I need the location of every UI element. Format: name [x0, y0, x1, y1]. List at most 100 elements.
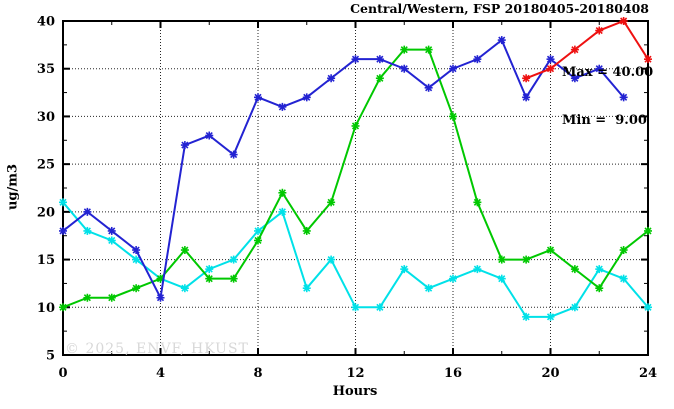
red-series-marker — [546, 64, 555, 73]
cyan-series-marker — [473, 265, 482, 274]
green-series-marker — [107, 293, 116, 302]
blue-series-marker — [424, 83, 433, 92]
green-series-marker — [327, 198, 336, 207]
blue-series-marker — [522, 93, 531, 102]
y-tick-label: 10 — [37, 301, 55, 316]
x-tick-label: 24 — [639, 366, 657, 381]
cyan-series-marker — [546, 312, 555, 321]
blue-series-line — [62, 38, 625, 301]
cyan-series-marker — [327, 255, 336, 264]
green-series-marker — [205, 274, 214, 283]
green-series-marker — [473, 198, 482, 207]
cyan-series-marker — [449, 274, 457, 283]
green-series-marker — [351, 121, 360, 130]
cyan-series-marker — [375, 303, 384, 312]
green-series-marker — [497, 255, 506, 264]
blue-series-marker — [278, 102, 287, 111]
cyan-series-marker — [229, 255, 238, 264]
green-series-marker — [400, 45, 409, 54]
min-annotation: Min = 9.00 — [562, 113, 647, 128]
y-axis-label: ug/m3 — [5, 163, 21, 211]
x-tick-label: 8 — [253, 366, 262, 381]
blue-series-marker — [497, 36, 506, 45]
blue-series-marker — [59, 226, 67, 235]
x-tick-label: 12 — [346, 366, 364, 381]
cyan-series-marker — [497, 274, 506, 283]
cyan-series-marker — [132, 255, 141, 264]
blue-series-marker — [180, 141, 189, 150]
red-series-marker — [522, 74, 531, 83]
blue-series-marker — [254, 93, 262, 102]
blue-series-marker — [619, 93, 628, 102]
green-series-marker — [132, 284, 141, 293]
blue-series-marker — [375, 55, 384, 64]
red-series-line — [525, 19, 649, 80]
cyan-series-marker — [254, 226, 262, 235]
green-series-marker — [644, 226, 652, 235]
cyan-series-marker — [400, 265, 409, 274]
green-series-line — [62, 48, 649, 309]
blue-series-marker — [570, 74, 579, 83]
blue-series-marker — [400, 64, 409, 73]
cyan-series-marker — [595, 265, 604, 274]
y-tick-label: 15 — [37, 253, 55, 268]
cyan-series-marker — [522, 312, 531, 321]
red-series-marker — [570, 45, 579, 54]
green-series-marker — [522, 255, 531, 264]
y-tick-label: 20 — [37, 205, 55, 220]
x-tick-label: 0 — [58, 366, 67, 381]
x-tick-label: 16 — [444, 366, 462, 381]
x-axis-label: Hours — [332, 384, 378, 399]
green-series-marker — [278, 188, 287, 197]
blue-series-marker — [156, 293, 165, 302]
chart-title: Central/Western, FSP 20180405-20180408 — [350, 1, 649, 16]
cyan-series-marker — [570, 303, 579, 312]
blue-series-marker — [327, 74, 336, 83]
green-series-marker — [229, 274, 238, 283]
cyan-series-marker — [351, 303, 360, 312]
red-series-marker — [644, 55, 652, 64]
blue-series-marker — [595, 64, 604, 73]
green-series-marker — [59, 303, 67, 312]
y-tick-label: 40 — [37, 15, 55, 30]
y-tick-label: 25 — [37, 158, 55, 173]
cyan-series-marker — [424, 284, 433, 293]
cyan-series-marker — [619, 274, 628, 283]
green-series-marker — [375, 74, 384, 83]
cyan-series-marker — [107, 236, 116, 245]
blue-series-marker — [132, 246, 141, 255]
x-tick-label: 4 — [156, 366, 165, 381]
cyan-series-marker — [205, 265, 214, 274]
red-series-marker — [619, 17, 628, 25]
blue-series-marker — [229, 150, 238, 159]
y-tick-label: 5 — [46, 349, 55, 364]
green-series-marker — [619, 246, 628, 255]
maxmin-annotation: Max = 40.00 Min = 9.00 — [562, 33, 653, 161]
y-tick-label: 35 — [37, 62, 55, 77]
green-series-marker — [595, 284, 604, 293]
blue-series-marker — [302, 93, 311, 102]
x-tick-label: 20 — [541, 366, 559, 381]
y-tick-label: 30 — [37, 110, 55, 125]
blue-series-marker — [83, 207, 92, 216]
blue-series-marker — [351, 55, 360, 64]
blue-series-marker — [205, 131, 214, 140]
green-series-marker — [546, 246, 555, 255]
blue-series-marker — [473, 55, 482, 64]
cyan-series-marker — [59, 198, 67, 207]
green-series-marker — [424, 45, 433, 54]
max-annotation: Max = 40.00 — [562, 65, 654, 80]
green-series-marker — [254, 236, 262, 245]
green-series-marker — [302, 226, 311, 235]
green-series-marker — [449, 112, 457, 121]
blue-series-marker — [546, 55, 555, 64]
blue-series-marker — [107, 226, 116, 235]
cyan-series-marker — [180, 284, 189, 293]
green-series-marker — [83, 293, 92, 302]
cyan-series-marker — [644, 303, 652, 312]
cyan-series-marker — [83, 226, 92, 235]
green-series-marker — [570, 265, 579, 274]
cyan-series-marker — [302, 284, 311, 293]
